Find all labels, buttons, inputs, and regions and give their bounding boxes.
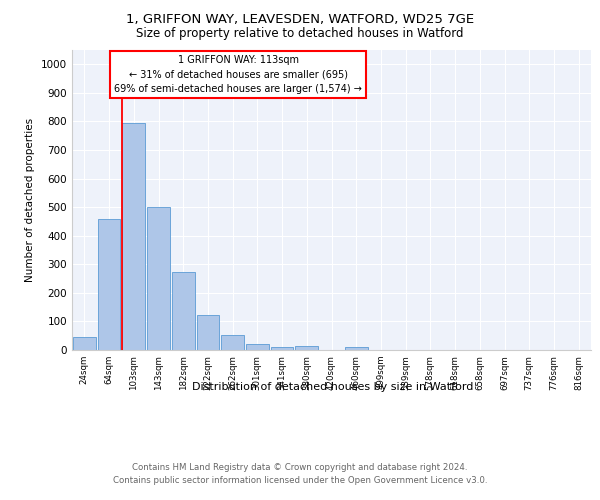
Bar — [246, 344, 269, 350]
Text: Contains HM Land Registry data © Crown copyright and database right 2024.: Contains HM Land Registry data © Crown c… — [132, 462, 468, 471]
Text: Contains public sector information licensed under the Open Government Licence v3: Contains public sector information licen… — [113, 476, 487, 485]
Text: 1, GRIFFON WAY, LEAVESDEN, WATFORD, WD25 7GE: 1, GRIFFON WAY, LEAVESDEN, WATFORD, WD25… — [126, 12, 474, 26]
Bar — [345, 347, 368, 350]
Bar — [197, 315, 219, 350]
Bar — [98, 218, 121, 350]
Text: 1 GRIFFON WAY: 113sqm
← 31% of detached houses are smaller (695)
69% of semi-det: 1 GRIFFON WAY: 113sqm ← 31% of detached … — [114, 54, 362, 94]
Bar — [73, 336, 96, 350]
Bar — [122, 123, 145, 350]
Bar — [271, 347, 293, 350]
Bar — [147, 207, 170, 350]
Text: Size of property relative to detached houses in Watford: Size of property relative to detached ho… — [136, 28, 464, 40]
Bar — [295, 346, 318, 350]
Bar — [221, 335, 244, 350]
Bar — [172, 272, 194, 350]
Text: Distribution of detached houses by size in Watford: Distribution of detached houses by size … — [193, 382, 473, 392]
Y-axis label: Number of detached properties: Number of detached properties — [25, 118, 35, 282]
